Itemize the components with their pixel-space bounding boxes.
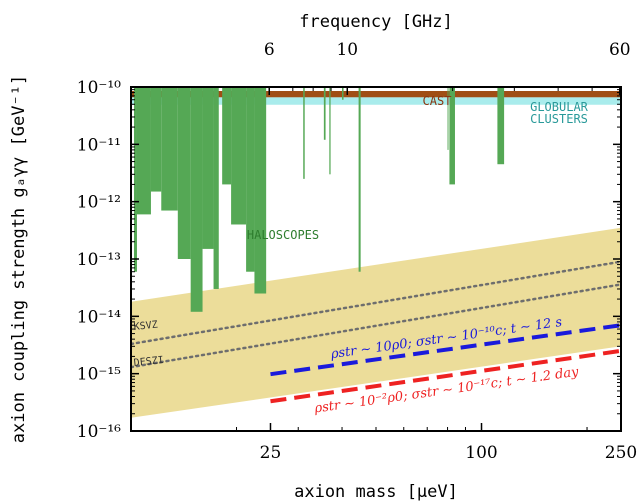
- series-line-3: [270, 348, 621, 404]
- haloscope-exclusion-9: [231, 87, 247, 225]
- haloscope-exclusion-18: [449, 87, 455, 185]
- y-tick-label-6: 10⁻¹⁶: [77, 422, 121, 442]
- qcd-axion-band-region: [131, 227, 621, 418]
- y-tick-label-5: 10⁻¹⁵: [77, 365, 121, 385]
- y-tick-label-4: 10⁻¹⁴: [77, 307, 121, 327]
- haloscope-exclusion-4: [177, 87, 191, 259]
- annotation-globular2: CLUSTERS: [530, 112, 588, 126]
- haloscope-exclusion-2: [150, 87, 162, 192]
- haloscope-exclusion-17: [447, 87, 449, 150]
- series-line-1: [131, 283, 621, 369]
- haloscope-exclusion-6: [202, 87, 214, 249]
- haloscope-exclusion-15: [342, 87, 344, 100]
- annotation-globular1: GLOBULAR: [530, 100, 589, 114]
- x-tick-label-1: 100: [465, 443, 497, 463]
- haloscope-exclusion-7: [213, 87, 219, 289]
- annotation-cast: CAST: [423, 94, 452, 108]
- annotation-haloscopes: HALOSCOPES: [247, 228, 319, 242]
- haloscope-exclusion-14: [329, 87, 331, 175]
- haloscope-exclusion-8: [222, 87, 232, 185]
- haloscope-exclusion-10: [246, 87, 255, 272]
- top-tick-label-0: 6: [264, 40, 275, 60]
- y-axis-title: axion coupling strength gₐγγ [GeV⁻¹]: [9, 75, 29, 443]
- x-tick-label-0: 25: [260, 443, 282, 463]
- y-tick-label-2: 10⁻¹²: [77, 193, 121, 213]
- series-line-0: [131, 260, 621, 346]
- haloscope-exclusion-13: [323, 87, 326, 140]
- y-tick-label-3: 10⁻¹³: [77, 250, 121, 270]
- haloscope-exclusion-0: [134, 87, 137, 272]
- haloscope-exclusion-5: [190, 87, 203, 312]
- y-tick-label-1: 10⁻¹¹: [77, 135, 121, 155]
- haloscope-exclusion-12: [303, 87, 305, 179]
- regions-layer: [131, 87, 621, 418]
- top-tick-label-1: 10: [336, 40, 358, 60]
- haloscope-exclusion-11: [254, 87, 267, 294]
- haloscope-exclusion-19: [497, 87, 505, 165]
- haloscope-exclusion-3: [161, 87, 178, 211]
- top-tick-label-2: 60: [609, 40, 631, 60]
- haloscope-exclusion-16: [358, 87, 361, 272]
- top-axis-title: frequency [GHz]: [299, 12, 453, 32]
- y-tick-label-0: 10⁻¹⁰: [77, 78, 121, 98]
- ticks-layer: 25 100 250 10⁻¹⁰ 10⁻¹¹ 10⁻¹² 10⁻¹³ 10⁻¹⁴ 10⁻¹⁵ 10…: [77, 40, 637, 463]
- annotation-dfszi: DFSZI: [133, 355, 164, 369]
- series-line-2: [270, 323, 621, 377]
- annotation-ksvz: KSVZ: [133, 320, 158, 333]
- x-axis-title: axion mass [μeV]: [294, 482, 458, 502]
- haloscope-exclusion-1: [136, 87, 151, 215]
- x-tick-label-2: 250: [605, 443, 637, 463]
- series-layer: [131, 260, 621, 404]
